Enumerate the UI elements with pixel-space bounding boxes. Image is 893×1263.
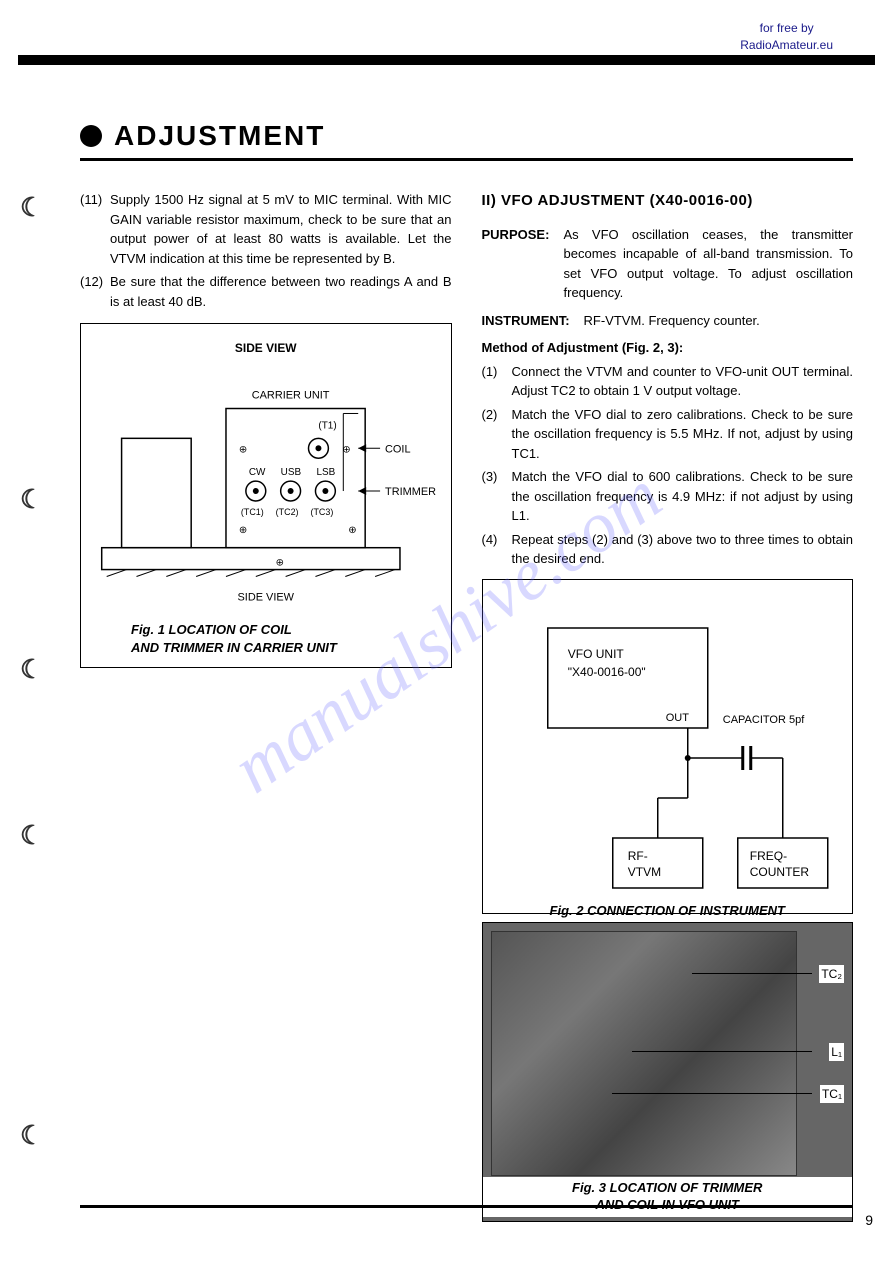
fig3-label-tc2: TC₂ (819, 965, 844, 983)
list-item: (3) Match the VFO dial to 600 calibratio… (482, 467, 854, 526)
svg-text:LSB: LSB (316, 467, 335, 478)
hole-icon: ☾ (20, 484, 46, 510)
list-item: (2) Match the VFO dial to zero calibrati… (482, 405, 854, 464)
instrument-label: INSTRUMENT: (482, 311, 584, 331)
right-column: II) VFO ADJUSTMENT (X40-0016-00) PURPOSE… (482, 190, 854, 1222)
method-title: Method of Adjustment (Fig. 2, 3): (482, 338, 854, 358)
svg-text:RF-: RF- (627, 849, 647, 863)
svg-text:⊕: ⊕ (276, 558, 284, 569)
svg-text:SIDE VIEW: SIDE VIEW (238, 591, 295, 603)
svg-text:(TC3): (TC3) (310, 507, 333, 517)
purpose-label: PURPOSE: (482, 225, 564, 303)
bottom-rule (80, 1205, 853, 1208)
item-text: Be sure that the difference between two … (110, 272, 452, 311)
svg-text:COIL: COIL (385, 443, 411, 455)
left-column: (11) Supply 1500 Hz signal at 5 mV to MI… (80, 190, 452, 1222)
svg-text:VFO UNIT: VFO UNIT (567, 647, 624, 661)
instrument-row: INSTRUMENT: RF-VTVM. Frequency counter. (482, 311, 854, 331)
svg-text:CARRIER UNIT: CARRIER UNIT (252, 390, 330, 402)
credit-line1: for free by (740, 20, 833, 37)
fig3-label-l1: L₁ (829, 1043, 844, 1061)
page-number: 9 (865, 1212, 873, 1228)
hole-icon: ☾ (20, 820, 46, 846)
svg-text:(TC2): (TC2) (276, 507, 299, 517)
svg-text:(T1): (T1) (318, 420, 336, 431)
callout-line (632, 1051, 812, 1052)
section-title: ADJUSTMENT (114, 120, 325, 152)
svg-text:⊕: ⊕ (239, 525, 247, 536)
item-number: (4) (482, 530, 512, 569)
fig2-caption: Fig. 2 CONNECTION OF INSTRUMENT (497, 901, 839, 921)
svg-text:VTVM: VTVM (627, 865, 660, 879)
item-number: (12) (80, 272, 110, 311)
instrument-text: RF-VTVM. Frequency counter. (584, 311, 854, 331)
fig3-photo (491, 931, 798, 1176)
fig1-diagram: SIDE VIEW CARRIER UNIT (T1) ⊕ (81, 324, 451, 667)
item-number: (2) (482, 405, 512, 464)
main-content: (11) Supply 1500 Hz signal at 5 mV to MI… (80, 190, 853, 1222)
list-item: (12) Be sure that the difference between… (80, 272, 452, 311)
fig3-label-tc1: TC₁ (820, 1085, 844, 1103)
svg-text:CW: CW (249, 467, 266, 478)
svg-text:OUT: OUT (665, 712, 689, 724)
svg-text:(TC1): (TC1) (241, 507, 264, 517)
figure-2: VFO UNIT "X40-0016-00" OUT CAPACITOR 5pf (482, 579, 854, 914)
list-item: (11) Supply 1500 Hz signal at 5 mV to MI… (80, 190, 452, 268)
svg-text:FREQ-: FREQ- (749, 849, 786, 863)
svg-text:CAPACITOR 5pf: CAPACITOR 5pf (722, 714, 804, 726)
hole-icon: ☾ (20, 654, 46, 680)
figure-1: SIDE VIEW CARRIER UNIT (T1) ⊕ (80, 323, 452, 668)
callout-line (612, 1093, 812, 1094)
hole-icon: ☾ (20, 192, 46, 218)
svg-text:⊕: ⊕ (348, 525, 356, 536)
item-number: (3) (482, 467, 512, 526)
item-text: Match the VFO dial to 600 calibrations. … (512, 467, 854, 526)
item-text: Supply 1500 Hz signal at 5 mV to MIC ter… (110, 190, 452, 268)
hole-icon: ☾ (20, 1120, 46, 1146)
list-item: (4) Repeat steps (2) and (3) above two t… (482, 530, 854, 569)
fig1-caption-line1: Fig. 1 LOCATION OF COIL (131, 621, 337, 639)
item-number: (11) (80, 190, 110, 268)
item-text: Match the VFO dial to zero calibrations.… (512, 405, 854, 464)
list-item: (1) Connect the VTVM and counter to VFO-… (482, 362, 854, 401)
fig3-caption: Fig. 3 LOCATION OF TRIMMER AND COIL IN V… (483, 1177, 853, 1217)
item-text: Repeat steps (2) and (3) above two to th… (512, 530, 854, 569)
svg-text:⊕: ⊕ (239, 444, 247, 455)
svg-text:USB: USB (281, 467, 302, 478)
header-credit: for free by RadioAmateur.eu (740, 20, 833, 54)
fig2-diagram: VFO UNIT "X40-0016-00" OUT CAPACITOR 5pf (497, 598, 839, 893)
purpose-row: PURPOSE: As VFO oscillation ceases, the … (482, 225, 854, 303)
svg-text:SIDE VIEW: SIDE VIEW (235, 341, 297, 355)
item-number: (1) (482, 362, 512, 401)
svg-text:"X40-0016-00": "X40-0016-00" (567, 665, 645, 679)
callout-line (692, 973, 812, 974)
top-rule (18, 55, 875, 65)
item-text: Connect the VTVM and counter to VFO-unit… (512, 362, 854, 401)
figure-3: TC₂ L₁ TC₁ Fig. 3 LOCATION OF TRIMMER AN… (482, 922, 854, 1222)
bullet-icon (80, 125, 102, 147)
credit-line2: RadioAmateur.eu (740, 37, 833, 54)
svg-text:COUNTER: COUNTER (749, 865, 809, 879)
purpose-text: As VFO oscillation ceases, the transmitt… (564, 225, 854, 303)
subsection-title: II) VFO ADJUSTMENT (X40-0016-00) (482, 190, 854, 213)
svg-text:TRIMMER: TRIMMER (385, 486, 436, 498)
fig1-caption-line2: AND TRIMMER IN CARRIER UNIT (131, 639, 337, 657)
section-header: ADJUSTMENT (80, 120, 853, 161)
fig3-caption-line1: Fig. 3 LOCATION OF TRIMMER (483, 1180, 853, 1197)
fig1-caption: Fig. 1 LOCATION OF COIL AND TRIMMER IN C… (131, 621, 337, 657)
